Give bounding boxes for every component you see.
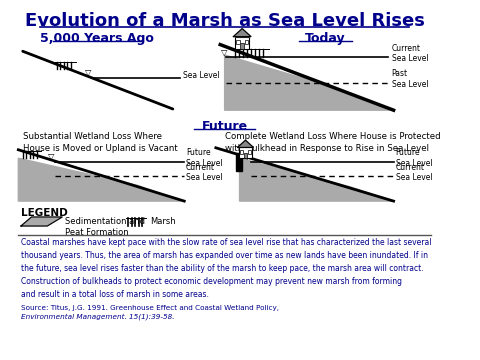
Text: Current
Sea Level: Current Sea Level: [186, 163, 223, 182]
Bar: [236, 153, 242, 171]
Bar: [245, 40, 248, 44]
Bar: [240, 150, 243, 154]
Text: Construction of bulkheads to protect economic development may prevent new marsh : Construction of bulkheads to protect eco…: [21, 277, 402, 286]
Bar: [248, 150, 251, 154]
Polygon shape: [21, 217, 62, 226]
Text: ▽: ▽: [85, 68, 92, 77]
Bar: [239, 147, 252, 158]
Polygon shape: [238, 140, 253, 147]
Text: Current
Sea Level: Current Sea Level: [392, 44, 428, 63]
Text: Future
Sea Level: Future Sea Level: [186, 148, 223, 168]
Bar: [244, 153, 247, 158]
Text: Future
Sea Level: Future Sea Level: [396, 148, 432, 168]
Text: ▽: ▽: [244, 152, 251, 161]
Text: Evolution of a Marsh as Sea Level Rises: Evolution of a Marsh as Sea Level Rises: [24, 12, 424, 30]
Text: Today: Today: [305, 32, 346, 45]
Text: Sea Level: Sea Level: [183, 71, 220, 80]
Text: Environmental Management. 15(1):39-58.: Environmental Management. 15(1):39-58.: [21, 313, 174, 320]
Text: Sedimentation and
Peat Formation: Sedimentation and Peat Formation: [65, 217, 145, 237]
Polygon shape: [18, 158, 180, 201]
Bar: [240, 42, 244, 49]
Text: Past
Sea Level: Past Sea Level: [392, 69, 428, 89]
Text: Coastal marshes have kept pace with the slow rate of sea level rise that has cha: Coastal marshes have kept pace with the …: [21, 238, 432, 247]
Bar: [236, 40, 240, 44]
Text: Future: Future: [202, 120, 248, 133]
Text: the future, sea level rises faster than the ability of the marsh to keep pace, t: the future, sea level rises faster than …: [21, 264, 423, 273]
Text: Source: Titus, J.G. 1991. Greenhouse Effect and Coastal Wetland Policy,: Source: Titus, J.G. 1991. Greenhouse Eff…: [21, 305, 281, 311]
Text: ▽: ▽: [221, 48, 228, 57]
Polygon shape: [233, 28, 251, 37]
Text: Marsh: Marsh: [150, 217, 176, 226]
Polygon shape: [240, 158, 394, 201]
Text: 5,000 Years Ago: 5,000 Years Ago: [40, 32, 154, 45]
Text: thousand years. Thus, the area of marsh has expanded over time as new lands have: thousand years. Thus, the area of marsh …: [21, 251, 428, 260]
Text: and result in a total loss of marsh in some areas.: and result in a total loss of marsh in s…: [21, 290, 209, 299]
Text: Substantial Wetland Loss Where
House is Moved or Upland is Vacant: Substantial Wetland Loss Where House is …: [23, 132, 178, 153]
Text: ▽: ▽: [48, 152, 55, 161]
Text: LEGEND: LEGEND: [21, 208, 68, 218]
Text: Complete Wetland Loss Where House is Protected
with Bulkhead in Response to Rise: Complete Wetland Loss Where House is Pro…: [225, 132, 440, 153]
Polygon shape: [225, 55, 390, 110]
Text: Current
Sea Level: Current Sea Level: [396, 163, 432, 182]
Bar: [235, 37, 249, 49]
